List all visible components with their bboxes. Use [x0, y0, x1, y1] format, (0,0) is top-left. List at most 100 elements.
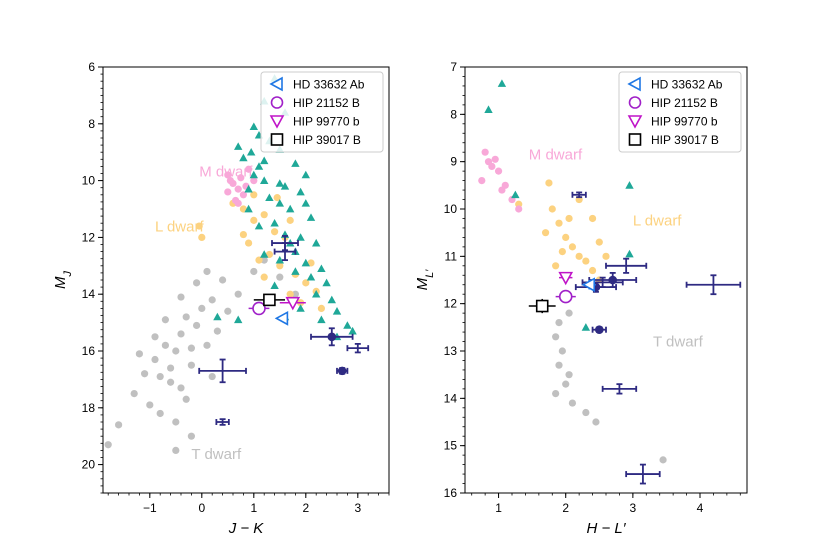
left-m-dwarf-point	[237, 174, 245, 182]
left-highlight-object	[253, 293, 285, 307]
left-t-dwarf-point	[151, 355, 159, 364]
left-young-object-triangle	[348, 326, 357, 335]
left-young-object-triangle	[301, 170, 310, 179]
left-young-object-triangle	[265, 193, 274, 201]
right-legend-square-icon	[628, 133, 642, 146]
right-l-dwarf-point	[588, 214, 597, 223]
left-young-object-triangle	[244, 184, 253, 193]
left-t-dwarf-point	[177, 330, 185, 338]
left-legend-square-icon	[270, 133, 284, 146]
left-t-dwarf-point	[187, 361, 195, 369]
left-y-tick-label: 6	[88, 60, 95, 74]
right-hip99770-marker	[558, 271, 574, 286]
left-young-object-triangle	[301, 258, 310, 267]
right-y-axis-label-subscript: L′	[424, 269, 436, 278]
right-young-object-triangle	[484, 105, 493, 113]
right-y-tick-label: 10	[444, 202, 458, 216]
left-young-object-triangle	[234, 315, 243, 324]
left-t-dwarf-point	[104, 441, 112, 449]
left-young-object-triangle	[343, 321, 352, 329]
left-l-dwarf-point	[245, 239, 253, 247]
left-region-label: T dwarf	[191, 446, 242, 463]
right-m-dwarf-point	[494, 167, 503, 175]
right-young-object-triangle	[497, 79, 507, 87]
left-m-dwarf-point	[239, 191, 247, 199]
left-young-object-triangle	[306, 272, 316, 281]
left-y-tick-label: 12	[82, 230, 96, 244]
left-legend-label: HIP 99770 b	[293, 115, 360, 129]
right-l-dwarf-point	[602, 252, 610, 260]
left-l-dwarf-point	[250, 216, 258, 224]
right-m-dwarf-point	[488, 162, 496, 170]
right-x-tick-label: 4	[697, 501, 704, 515]
left-x-tick-label: −1	[143, 501, 157, 515]
left-l-dwarf-point	[239, 205, 247, 213]
left-region-label: M dwarf	[199, 163, 253, 180]
left-t-dwarf-point	[291, 290, 299, 298]
left-region-label: L dwarf	[155, 219, 204, 236]
left-young-object-triangle	[275, 199, 284, 207]
left-t-dwarf-point	[156, 409, 164, 418]
left-young-object-triangle	[306, 213, 316, 221]
right-t-dwarf-point	[555, 361, 563, 369]
left-l-dwarf-point	[239, 230, 247, 239]
right-l-dwarf-point	[555, 219, 563, 227]
right-young-object-triangle	[581, 323, 591, 331]
right-t-dwarf-point	[555, 319, 563, 327]
left-y-tick-label: 14	[82, 287, 96, 301]
left-y-tick-label: 8	[88, 117, 95, 131]
right-y-tick-label: 9	[450, 155, 457, 169]
left-l-dwarf-point	[273, 194, 281, 202]
right-hd33632-marker	[581, 277, 596, 293]
left-l-dwarf-point	[260, 211, 268, 219]
left-t-dwarf-point	[156, 372, 164, 381]
left-x-tick-label: 1	[250, 501, 257, 515]
left-young-object-triangle	[244, 204, 253, 213]
right-highlight-object	[555, 289, 576, 304]
left-m-dwarf-point	[234, 185, 242, 193]
left-young-object-triangle	[312, 290, 321, 298]
left-x-axis-label: J − K	[228, 520, 265, 537]
right-m-dwarf-point	[491, 155, 499, 163]
right-y-tick-label: 13	[444, 344, 458, 358]
right-y-tick-label: 11	[445, 249, 458, 263]
left-t-dwarf-point	[193, 279, 201, 287]
left-legend-box	[260, 71, 384, 153]
right-highlight-object	[581, 277, 596, 293]
left-t-dwarf-point	[177, 384, 185, 392]
right-m-dwarf-point	[478, 177, 486, 185]
left-m-dwarf-point	[224, 188, 232, 196]
left-l-dwarf-point	[302, 279, 310, 287]
left-companion-filled-circle	[337, 366, 347, 376]
left-m-dwarf-point	[226, 177, 234, 185]
left-legend-label: HIP 39017 B	[293, 133, 361, 147]
left-t-dwarf-point	[172, 347, 180, 355]
right-companion-filled-circle	[594, 325, 604, 335]
left-l-dwarf-point	[195, 222, 203, 230]
left-young-object-triangle	[254, 221, 264, 230]
left-young-object-triangle	[332, 307, 342, 315]
left-x-tick-label: 2	[302, 501, 309, 515]
left-young-object-triangle	[312, 238, 321, 247]
left-young-object-triangle	[260, 176, 269, 184]
left-young-object-triangle	[291, 159, 300, 167]
left-young-object-triangle	[213, 312, 222, 321]
left-legend: HD 33632 Ab HIP 21152 B HIP 99770 b HIP 390…	[260, 71, 384, 153]
left-t-dwarf-point	[250, 267, 258, 276]
left-t-dwarf-point	[234, 290, 242, 298]
left-t-dwarf-point	[187, 432, 195, 440]
left-legend-circle-icon	[270, 96, 284, 109]
left-hd33632-marker	[274, 310, 289, 326]
left-young-object-triangle	[275, 255, 284, 264]
right-t-dwarf-point	[552, 390, 560, 398]
left-young-object-triangle	[301, 199, 310, 207]
right-companion-errorbar	[625, 463, 661, 485]
left-t-dwarf-point	[198, 304, 206, 312]
left-companion-errorbar	[346, 342, 370, 354]
left-m-dwarf-point	[234, 199, 242, 207]
left-young-object-triangle	[270, 281, 279, 290]
left-young-object-triangle	[296, 233, 305, 241]
left-legend-triangle-down-icon	[269, 115, 285, 129]
right-region-label: M dwarf	[529, 146, 583, 163]
